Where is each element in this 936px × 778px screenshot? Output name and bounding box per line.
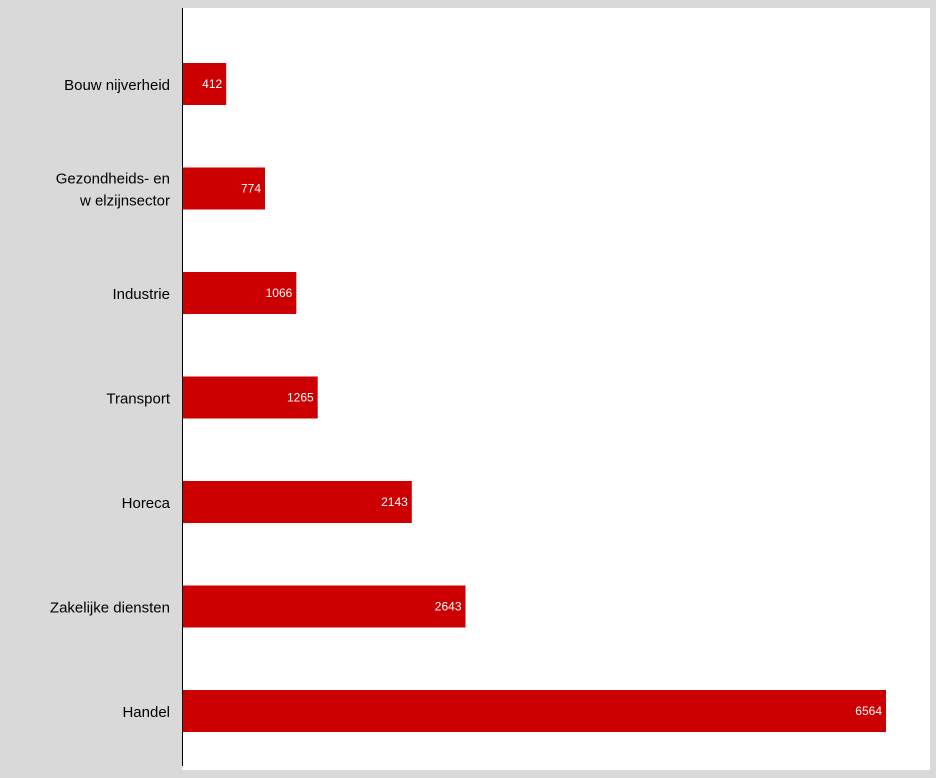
category-labels-group: Bouw nijverheid Gezondheids- en w elzijnse… xyxy=(50,77,171,721)
bar xyxy=(182,272,297,314)
bar-value-label: 6564 xyxy=(855,704,882,718)
bar xyxy=(182,585,466,628)
bar-value-label: 412 xyxy=(202,77,222,91)
bar-value-label: 1066 xyxy=(266,286,293,300)
category-label: Zakelijke diensten xyxy=(50,600,170,617)
bar-value-label: 1265 xyxy=(287,391,314,405)
bar xyxy=(182,63,227,105)
category-label: Gezondheids- en xyxy=(56,171,170,188)
category-label: w elzijnsector xyxy=(79,193,170,210)
category-label-band xyxy=(8,8,182,770)
bar xyxy=(182,690,886,732)
bars-group: 412 774 1066 1265 2143 2643 6564 xyxy=(182,63,886,732)
bar-value-label: 2643 xyxy=(435,600,462,614)
bar xyxy=(182,167,265,210)
category-label: Industrie xyxy=(112,286,170,303)
bar xyxy=(182,481,412,523)
bar-value-label: 774 xyxy=(241,182,261,196)
category-label: Bouw nijverheid xyxy=(64,77,170,94)
bar-value-label: 2143 xyxy=(381,495,408,509)
category-label: Handel xyxy=(122,704,170,721)
bar xyxy=(182,376,318,419)
category-label: Transport xyxy=(106,391,170,408)
category-label: Horeca xyxy=(122,495,171,512)
